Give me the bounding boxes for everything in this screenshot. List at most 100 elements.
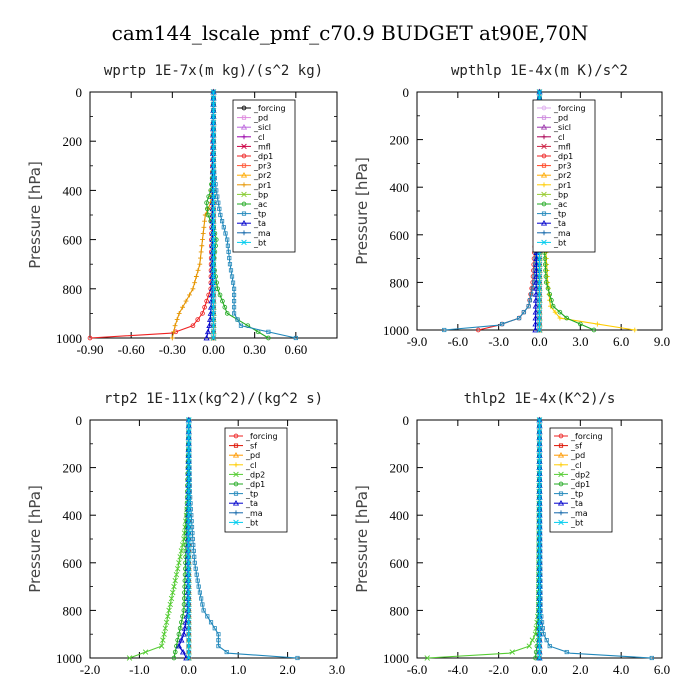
x-tick-label: -1.0 — [129, 662, 150, 677]
legend-label: _ac — [553, 200, 567, 209]
data-point — [195, 317, 201, 322]
data-point — [170, 589, 176, 596]
y-tick-label: 0 — [76, 85, 83, 100]
data-point — [232, 299, 237, 304]
legend-marker — [241, 211, 247, 216]
legend-marker — [540, 171, 548, 178]
data-point — [230, 280, 236, 285]
data-point — [210, 175, 217, 181]
data-point — [186, 560, 192, 566]
legend-marker — [541, 201, 547, 207]
data-point — [536, 309, 543, 315]
y-tick-label: 800 — [390, 275, 410, 290]
data-point — [557, 309, 563, 315]
data-point — [536, 589, 543, 596]
data-point — [172, 323, 178, 329]
data-point — [210, 316, 217, 323]
data-point — [225, 237, 230, 242]
data-point — [216, 638, 221, 643]
data-point — [172, 649, 178, 655]
data-point — [181, 602, 187, 607]
data-point — [186, 494, 192, 501]
data-point — [210, 187, 217, 194]
legend-marker — [241, 115, 247, 120]
legend-label: _pd — [553, 114, 568, 123]
data-point — [543, 268, 548, 273]
data-point — [126, 655, 133, 661]
data-point — [532, 302, 539, 309]
legend-marker — [541, 211, 547, 216]
data-point — [201, 224, 207, 230]
legend: _forcing_pd_sicl_cl_mfl_dp1_pr3_pr2_pr1_… — [532, 99, 596, 253]
legend-label: _tp — [253, 210, 266, 219]
x-tick-label: 0.00 — [202, 342, 225, 357]
data-point — [193, 566, 198, 571]
data-point — [536, 89, 543, 95]
legend-label: _dp2 — [570, 470, 590, 479]
data-point — [475, 327, 481, 333]
data-point — [190, 323, 196, 329]
legend-marker — [233, 481, 239, 487]
data-point — [217, 292, 223, 298]
y-tick-label: 200 — [63, 461, 83, 476]
legend-marker — [241, 230, 247, 236]
legend-marker — [558, 519, 564, 526]
data-point — [186, 637, 192, 643]
data-point — [536, 524, 543, 530]
data-point — [229, 274, 235, 279]
data-point — [186, 423, 192, 429]
data-point — [177, 554, 183, 560]
data-point — [179, 648, 187, 655]
panel-wprtp: wprtp 1E-7x(m kg)/(s^2 kg) Pressure [hPa]… — [26, 63, 338, 357]
data-point — [186, 447, 192, 453]
legend-label: _sf — [245, 442, 257, 451]
data-point — [178, 636, 185, 643]
data-point — [180, 614, 185, 619]
series-line — [427, 419, 541, 659]
data-point — [186, 506, 192, 512]
legend-marker — [557, 499, 565, 506]
data-point — [186, 488, 192, 495]
data-point — [235, 317, 240, 322]
data-point — [536, 441, 543, 447]
legend-label: _dp1 — [570, 480, 590, 489]
legend-label: _cl — [245, 461, 257, 470]
x-tick-label: 6.0 — [654, 662, 670, 677]
data-point — [192, 280, 198, 286]
y-tick-label: 400 — [63, 508, 83, 523]
data-point — [181, 608, 187, 613]
y-tick-label: 1000 — [383, 651, 409, 666]
data-point — [536, 417, 543, 423]
data-point — [536, 649, 543, 655]
data-point — [186, 500, 192, 507]
x-tick-label: -6.0 — [407, 662, 428, 677]
data-point — [536, 273, 543, 280]
data-point — [536, 452, 543, 459]
data-point — [547, 644, 552, 649]
data-point — [176, 311, 182, 316]
legend-label: _cl — [570, 461, 582, 470]
data-point — [536, 261, 543, 268]
data-point — [198, 255, 203, 261]
data-point — [632, 327, 638, 333]
legend-label: _bp — [253, 190, 268, 199]
data-point — [536, 482, 543, 489]
x-tick-label: 2.0 — [572, 662, 588, 677]
data-point — [544, 638, 549, 643]
legend-marker — [241, 105, 247, 111]
data-point — [536, 595, 543, 602]
legend-label: _ta — [553, 219, 566, 228]
y-tick-label: 400 — [390, 180, 410, 195]
data-point — [197, 261, 203, 267]
data-point — [529, 637, 536, 643]
data-point — [187, 292, 192, 298]
data-point — [186, 554, 192, 560]
data-point — [200, 602, 205, 607]
panel-title: wprtp 1E-7x(m kg)/(s^2 kg) — [104, 63, 323, 79]
data-point — [186, 476, 192, 483]
data-point — [186, 577, 192, 584]
data-point — [186, 601, 192, 608]
legend-marker — [233, 491, 239, 496]
data-point — [206, 322, 213, 329]
data-point — [210, 95, 217, 101]
